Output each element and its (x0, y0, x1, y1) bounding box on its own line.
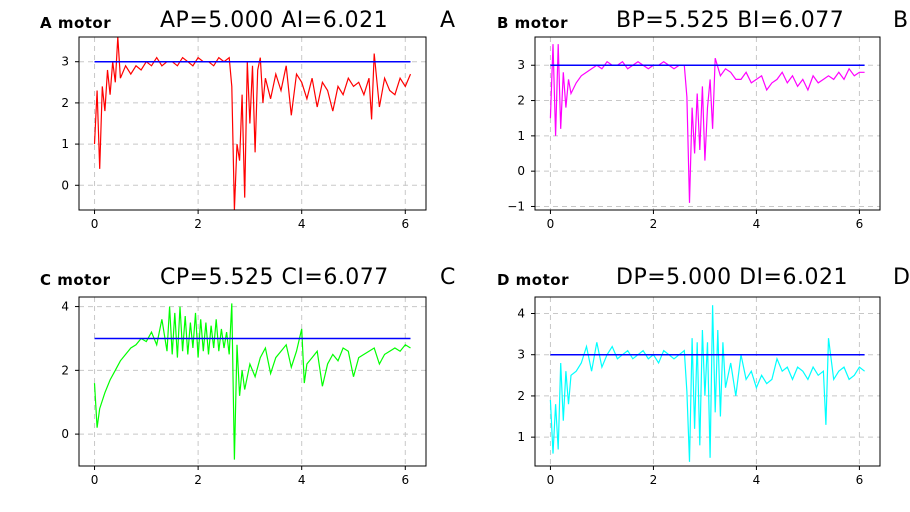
x-tick-label: 4 (753, 473, 761, 487)
y-tick-label: 2 (517, 94, 525, 108)
y-tick-label: 0 (61, 427, 69, 441)
motor-parameters: CP=5.525 CI=6.077 (160, 265, 389, 290)
y-tick-label: 4 (517, 306, 525, 320)
motor-response-line (549, 305, 865, 462)
x-tick-label: 0 (91, 473, 99, 487)
x-tick-label: 2 (194, 217, 202, 231)
motor-tag: A (440, 8, 456, 33)
plot-frame (78, 296, 427, 467)
y-tick-label: 0 (61, 178, 69, 192)
motor-tag: B (893, 8, 909, 33)
y-tick-label: −1 (507, 199, 525, 213)
motor-tag: D (893, 265, 910, 290)
x-tick-label: 6 (401, 473, 409, 487)
plot-frame (534, 36, 881, 211)
x-tick-label: 0 (91, 217, 99, 231)
motor-label: A motor (40, 14, 112, 32)
x-tick-label: 4 (753, 217, 761, 231)
y-tick-label: 4 (61, 300, 69, 314)
x-tick-label: 6 (856, 217, 864, 231)
motor-tag: C (440, 265, 456, 290)
motor-parameters: DP=5.000 DI=6.021 (616, 265, 848, 290)
motor-label: C motor (40, 271, 111, 289)
y-tick-label: 2 (517, 389, 525, 403)
motor-response-line (93, 303, 411, 460)
y-tick-label: 3 (517, 348, 525, 362)
x-tick-label: 2 (194, 473, 202, 487)
y-tick-label: 1 (517, 129, 525, 143)
x-tick-label: 6 (401, 217, 409, 231)
motor-response-line (549, 44, 865, 203)
x-tick-label: 6 (856, 473, 864, 487)
x-tick-label: 2 (650, 217, 658, 231)
y-tick-label: 2 (61, 363, 69, 377)
motor-label: D motor (497, 271, 569, 289)
motor-parameters: BP=5.525 BI=6.077 (616, 8, 845, 33)
motor-response-line (93, 36, 412, 211)
y-tick-label: 0 (517, 164, 525, 178)
y-tick-label: 3 (61, 55, 69, 69)
y-tick-label: 2 (61, 96, 69, 110)
plot-frame (534, 296, 881, 467)
y-tick-label: 3 (517, 58, 525, 72)
x-tick-label: 0 (547, 217, 555, 231)
y-tick-label: 1 (61, 137, 69, 151)
motor-parameters: AP=5.000 AI=6.021 (160, 8, 389, 33)
x-tick-label: 4 (298, 473, 306, 487)
x-tick-label: 2 (650, 473, 658, 487)
x-tick-label: 4 (298, 217, 306, 231)
x-tick-label: 0 (547, 473, 555, 487)
y-tick-label: 1 (517, 430, 525, 444)
motor-label: B motor (497, 14, 568, 32)
plot-frame (78, 36, 427, 211)
